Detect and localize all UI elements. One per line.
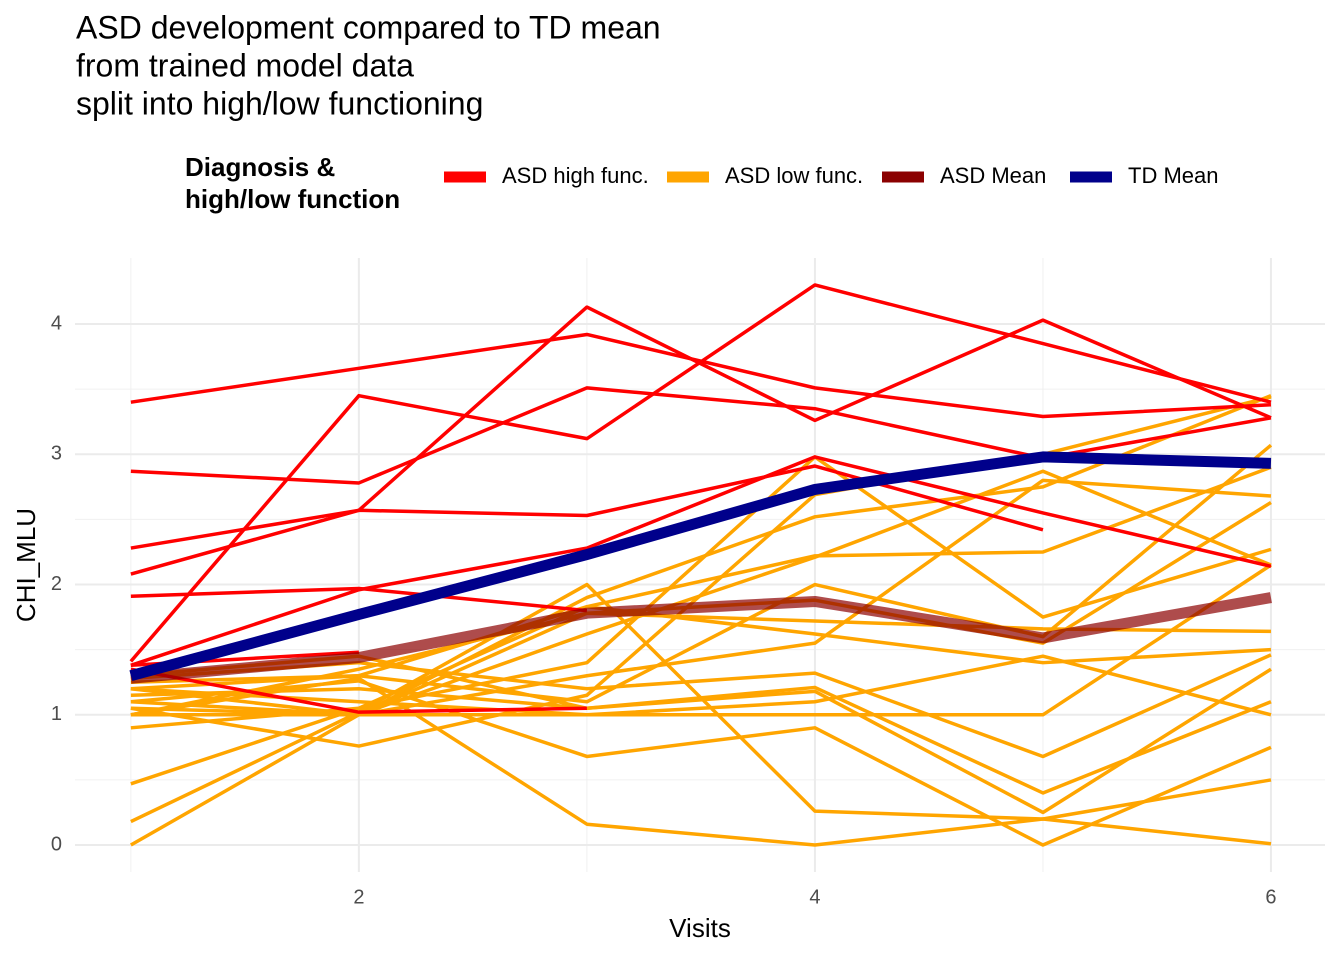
series-line xyxy=(130,654,1272,717)
mean-line xyxy=(129,451,1272,682)
series-line xyxy=(130,667,587,714)
y-axis-label: CHI_MLU xyxy=(11,508,41,622)
legend-title: high/low function xyxy=(185,184,400,214)
series-line xyxy=(130,395,1272,748)
legend-label: ASD high func. xyxy=(502,163,649,188)
legend-label: ASD Mean xyxy=(940,163,1046,188)
series-line xyxy=(130,332,1272,419)
chart-title: ASD development compared to TD mean xyxy=(76,9,661,45)
series-line xyxy=(130,455,1272,667)
series-line xyxy=(130,478,1272,717)
chart-title: split into high/low functioning xyxy=(76,85,483,121)
series-line xyxy=(130,679,1272,847)
x-tick-label: 4 xyxy=(809,886,820,908)
legend-label: ASD low func. xyxy=(725,163,863,188)
y-tick-label: 4 xyxy=(51,312,62,334)
y-tick-label: 0 xyxy=(51,833,62,855)
x-tick-label: 6 xyxy=(1265,886,1276,908)
series-line xyxy=(130,667,1272,815)
chart-title: from trained model data xyxy=(76,47,414,83)
legend-label: TD Mean xyxy=(1128,163,1218,188)
legend-title: Diagnosis & xyxy=(185,152,335,182)
series-line xyxy=(130,386,1272,485)
y-tick-label: 3 xyxy=(51,443,62,465)
y-tick-label: 1 xyxy=(51,703,62,725)
series-line xyxy=(130,305,1272,576)
x-axis-label: Visits xyxy=(669,913,731,943)
x-tick-label: 2 xyxy=(353,886,364,908)
y-tick-label: 2 xyxy=(51,573,62,595)
mean-line xyxy=(130,592,1272,684)
series-line xyxy=(130,464,1044,550)
